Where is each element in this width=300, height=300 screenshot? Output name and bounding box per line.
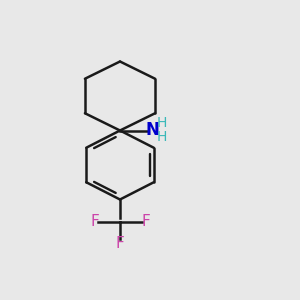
Text: F: F	[116, 236, 124, 250]
Text: H: H	[156, 116, 167, 130]
Text: F: F	[141, 214, 150, 230]
Text: F: F	[90, 214, 99, 230]
Text: H: H	[156, 130, 167, 144]
Text: N: N	[146, 121, 159, 139]
